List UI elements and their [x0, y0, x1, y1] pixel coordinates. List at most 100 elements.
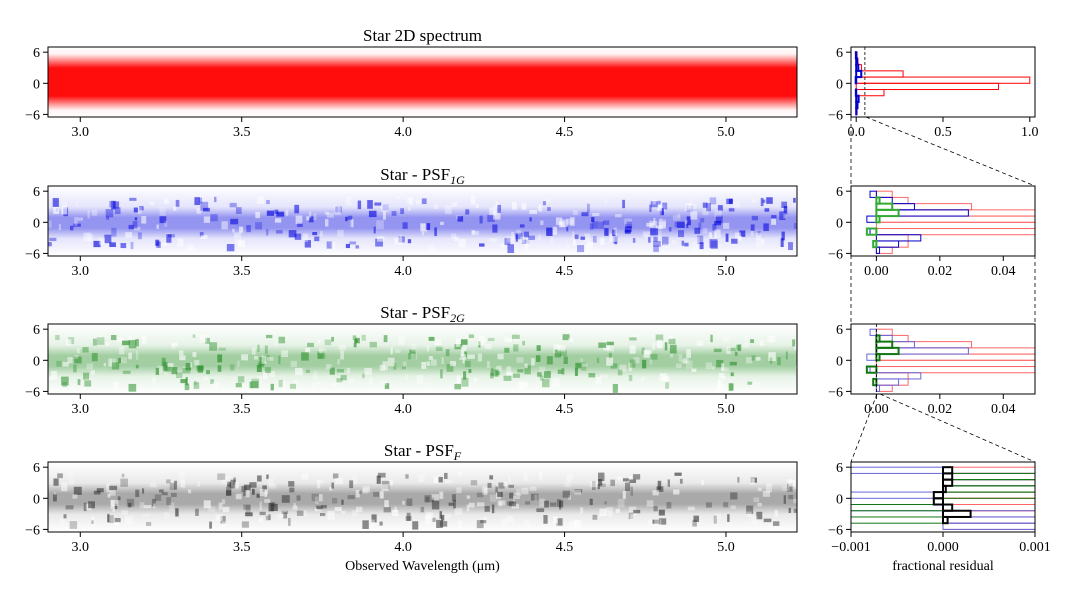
texture: [269, 483, 276, 488]
texture: [362, 520, 368, 529]
texture: [171, 493, 177, 497]
texture: [633, 474, 640, 479]
texture: [666, 502, 671, 508]
texture: [618, 370, 623, 376]
texture: [411, 343, 416, 351]
texture: [456, 338, 460, 346]
texture: [697, 341, 703, 346]
texture: [773, 521, 779, 526]
texture: [347, 368, 350, 373]
texture: [239, 227, 243, 233]
texture: [630, 514, 634, 520]
texture: [782, 486, 789, 491]
texture: [340, 351, 344, 360]
texture: [428, 243, 434, 252]
texture: [334, 206, 340, 215]
texture: [61, 206, 67, 214]
texture: [348, 495, 355, 499]
texture: [529, 210, 537, 214]
texture: [440, 369, 442, 378]
texture: [709, 232, 712, 237]
texture: [685, 220, 688, 224]
texture: [192, 352, 196, 357]
texture: [281, 350, 288, 357]
texture: [185, 383, 190, 390]
texture: [747, 382, 752, 385]
texture: [109, 242, 116, 247]
texture: [407, 513, 411, 521]
texture: [400, 208, 404, 214]
texture: [48, 221, 51, 228]
texture: [279, 513, 281, 521]
panel-title: Star - PSF1G: [380, 165, 465, 187]
texture: [129, 384, 137, 392]
texture: [97, 337, 104, 345]
histogram-bar: [876, 367, 1080, 373]
y-tick-label: −6: [828, 523, 843, 538]
texture: [463, 358, 465, 363]
x-tick-label: 3.0: [72, 540, 90, 555]
texture: [237, 361, 239, 367]
texture: [528, 236, 535, 240]
texture: [408, 239, 411, 243]
texture: [784, 495, 786, 504]
texture: [721, 363, 724, 371]
texture: [763, 223, 769, 231]
texture: [384, 507, 391, 512]
texture: [210, 214, 217, 221]
texture: [218, 365, 222, 372]
texture: [305, 348, 310, 353]
texture: [680, 479, 683, 484]
texture: [352, 219, 354, 227]
texture: [74, 217, 77, 226]
texture: [131, 242, 134, 249]
texture: [524, 232, 529, 238]
texture: [301, 352, 309, 360]
texture: [523, 473, 527, 481]
texture: [509, 501, 516, 506]
histogram-bar: [876, 235, 920, 241]
texture: [331, 242, 335, 249]
texture: [177, 238, 183, 246]
texture: [123, 371, 131, 374]
y-tick-label: 0: [836, 77, 843, 92]
texture: [195, 509, 199, 516]
texture: [200, 335, 207, 343]
texture: [416, 200, 421, 204]
texture: [230, 219, 238, 225]
texture: [588, 373, 595, 377]
texture: [125, 516, 133, 525]
texture: [488, 338, 495, 341]
texture: [465, 209, 469, 214]
texture: [282, 511, 288, 514]
x-tick-label: 0.000: [927, 540, 959, 555]
texture: [55, 335, 60, 340]
texture: [524, 382, 528, 386]
texture: [574, 520, 581, 527]
texture: [432, 494, 439, 500]
histogram-bar: [943, 480, 1080, 486]
texture: [358, 201, 361, 210]
texture: [232, 229, 235, 233]
texture: [190, 362, 192, 367]
texture: [242, 521, 249, 527]
texture: [335, 507, 342, 511]
texture: [573, 239, 576, 245]
texture: [94, 491, 101, 495]
texture: [217, 354, 222, 362]
texture: [434, 227, 437, 236]
texture: [590, 499, 593, 505]
texture: [121, 510, 128, 514]
histogram-bar: [943, 467, 952, 473]
texture: [209, 522, 212, 529]
texture: [152, 377, 155, 385]
texture: [698, 223, 701, 230]
texture: [584, 234, 590, 242]
plot-area: [867, 324, 1080, 394]
texture: [513, 344, 518, 351]
texture: [110, 489, 116, 495]
y-tick-label: 0: [33, 216, 40, 231]
texture: [731, 505, 736, 509]
texture: [294, 205, 299, 213]
